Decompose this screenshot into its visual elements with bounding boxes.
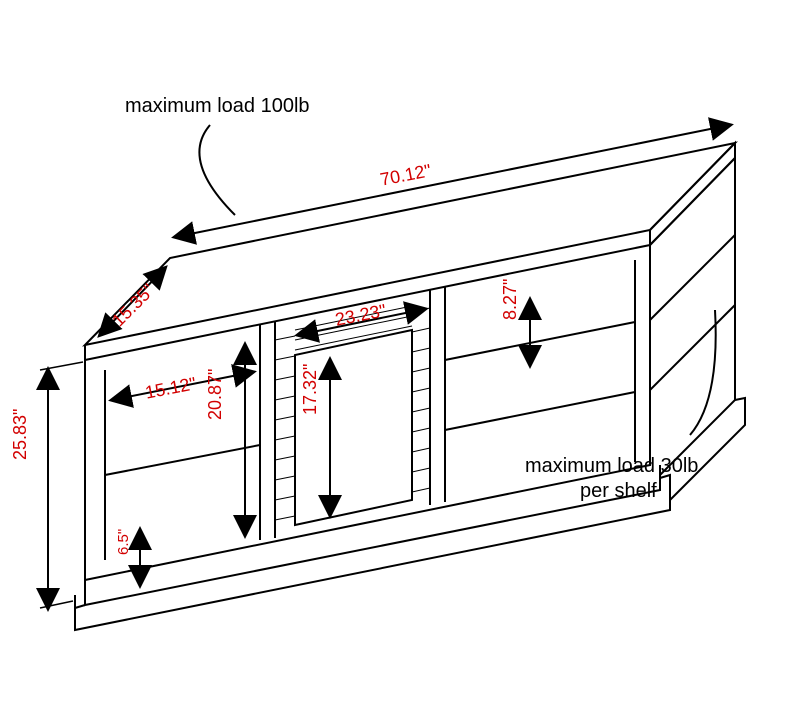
dim-base-height: 6.5" — [115, 529, 132, 555]
dim-height: 25.83" — [10, 409, 31, 460]
dim-right-gap: 8.27" — [500, 279, 521, 320]
furniture-diagram — [0, 0, 809, 722]
top-load-label: maximum load 100lb — [125, 95, 310, 118]
dim-fireplace-height: 17.32" — [300, 364, 321, 415]
shelf-load-label-2: per shelf — [580, 480, 657, 503]
shelf-load-label-1: maximum load 30lb — [525, 455, 698, 478]
dim-opening-height: 20.87" — [205, 369, 226, 420]
